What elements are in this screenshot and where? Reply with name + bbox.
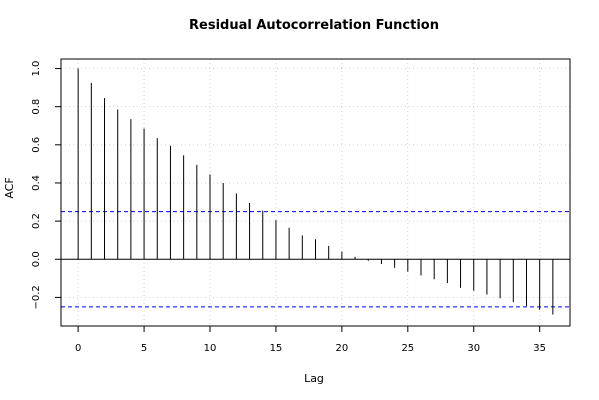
grid-lines xyxy=(61,59,570,326)
x-axis-label: Lag xyxy=(304,372,324,385)
x-tick-label: 0 xyxy=(75,343,81,354)
y-tick-label: 1.0 xyxy=(31,61,42,77)
y-tick-label: 0.4 xyxy=(31,175,42,191)
x-tick-label: 30 xyxy=(467,343,480,354)
x-tick-label: 10 xyxy=(204,343,217,354)
x-tick-label: 5 xyxy=(141,343,147,354)
y-tick-label: −0.2 xyxy=(31,285,42,309)
x-tick-label: 25 xyxy=(401,343,414,354)
x-tick-label: 15 xyxy=(270,343,283,354)
y-tick-label: 0.0 xyxy=(31,251,42,267)
x-tick-label: 20 xyxy=(336,343,349,354)
y-tick-label: 0.2 xyxy=(31,213,42,229)
plot-frame xyxy=(60,58,571,327)
plot-marks xyxy=(61,68,570,315)
y-axis-label: ACF xyxy=(3,177,16,198)
axes: 0 5 10 15 20 25 30 35 −0.2 0.0 0.2 0.4 0.6 0.8 1.0 xyxy=(31,61,546,354)
y-tick-label: 0.6 xyxy=(31,137,42,153)
chart-title: Residual Autocorrelation Function xyxy=(189,18,439,33)
x-tick-label: 35 xyxy=(533,343,546,354)
y-tick-label: 0.8 xyxy=(31,99,42,115)
